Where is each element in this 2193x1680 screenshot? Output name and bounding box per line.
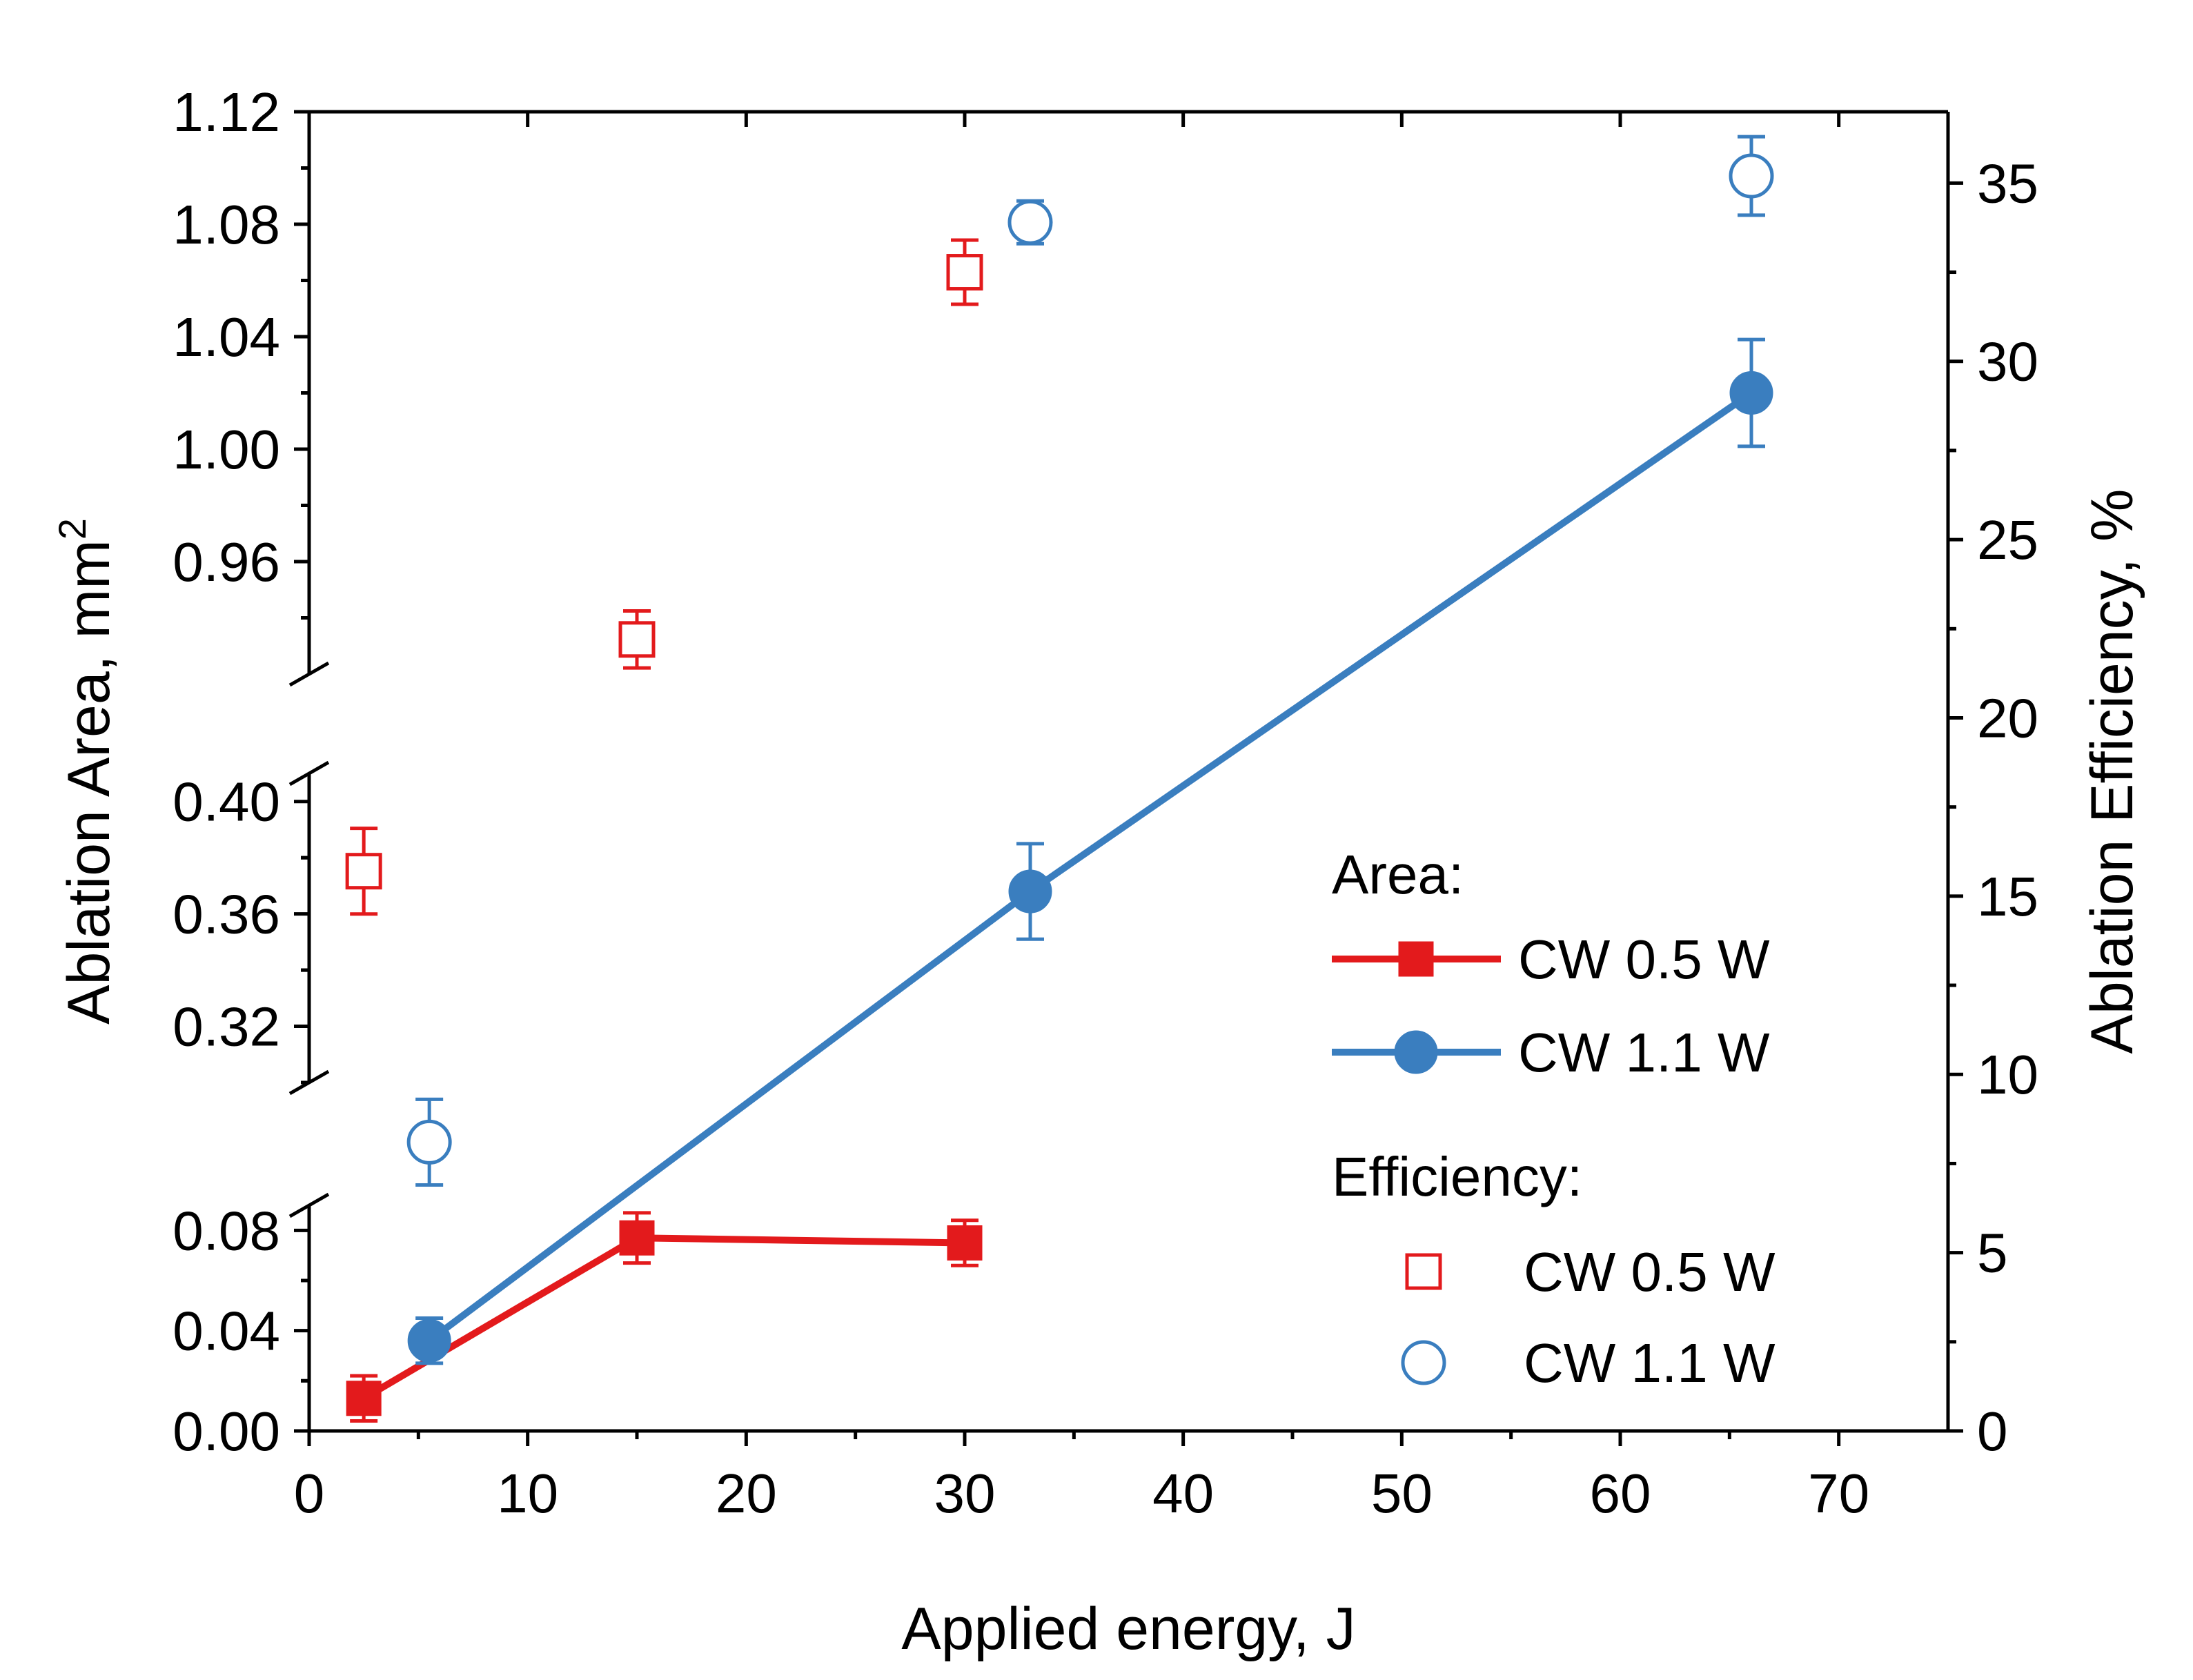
axis-break-mark: [288, 760, 330, 787]
y-left-tick-label: 1.00: [173, 419, 280, 480]
y-left-tick-label: 1.04: [173, 306, 280, 368]
efficiency-point: [618, 621, 656, 658]
y-right-tick-label: 5: [1977, 1223, 2008, 1284]
y-left-tick-label: 0.40: [173, 771, 280, 833]
area-point: [346, 1381, 382, 1416]
legend-label: CW 1.1 W: [1524, 1332, 1776, 1394]
legend-marker: [1394, 1030, 1438, 1074]
y-left-tick-label: 0.08: [173, 1200, 280, 1261]
y-right-tick-label: 0: [1977, 1401, 2008, 1462]
y-left-tick-label: 0.32: [173, 996, 280, 1058]
area-point: [619, 1220, 655, 1256]
legend-label: CW 0.5 W: [1524, 1241, 1776, 1303]
y-left-tick-label: 0.04: [173, 1301, 280, 1362]
legend-label: CW 1.1 W: [1518, 1022, 1770, 1083]
y-right-axis-title: Ablation Efficiency, %: [2079, 488, 2145, 1054]
legend-marker: [1401, 1340, 1446, 1385]
efficiency-point: [946, 254, 983, 291]
efficiency-point: [1007, 199, 1053, 245]
legend-area-heading: Area:: [1332, 844, 1464, 905]
y-left-axis-title-superscript: 2: [50, 518, 94, 540]
x-axis-title: Applied energy, J: [901, 1596, 1355, 1662]
legend-marker: [1398, 941, 1434, 977]
y-right-tick-label: 25: [1977, 509, 2038, 571]
y-left-tick-label: 0.96: [173, 531, 280, 593]
x-tick-label: 10: [497, 1463, 558, 1524]
y-right-tick-label: 30: [1977, 331, 2038, 393]
y-right-tick-label: 15: [1977, 866, 2038, 927]
area-point: [1729, 371, 1773, 415]
efficiency-point: [345, 853, 382, 890]
x-tick-label: 60: [1590, 1463, 1651, 1524]
legend-marker: [1405, 1253, 1442, 1290]
y-right-tick-label: 35: [1977, 152, 2038, 214]
area-point: [947, 1225, 983, 1261]
x-tick-label: 20: [716, 1463, 777, 1524]
x-tick-label: 70: [1808, 1463, 1869, 1524]
efficiency-point: [1729, 153, 1774, 199]
axis-break-mark: [288, 661, 330, 687]
area-point: [407, 1318, 451, 1363]
x-tick-label: 40: [1152, 1463, 1214, 1524]
area-point: [1008, 869, 1052, 913]
x-tick-label: 0: [294, 1463, 325, 1524]
legend-label: CW 0.5 W: [1518, 929, 1770, 990]
axis-break-mark: [288, 1192, 330, 1218]
y-left-tick-label: 0.36: [173, 884, 280, 945]
y-left-axis-title: Ablation Area, mm2: [50, 518, 122, 1025]
x-tick-label: 50: [1371, 1463, 1433, 1524]
y-left-tick-label: 0.00: [173, 1401, 280, 1462]
y-left-axis-title-text: Ablation Area, mm: [56, 540, 122, 1025]
efficiency-point: [406, 1119, 452, 1165]
x-tick-label: 30: [934, 1463, 996, 1524]
y-right-tick-label: 20: [1977, 687, 2038, 749]
y-left-tick-label: 1.08: [173, 194, 280, 255]
y-left-tick-label: 1.12: [173, 81, 280, 143]
legend-efficiency-heading: Efficiency:: [1332, 1146, 1582, 1207]
y-right-tick-label: 10: [1977, 1044, 2038, 1105]
